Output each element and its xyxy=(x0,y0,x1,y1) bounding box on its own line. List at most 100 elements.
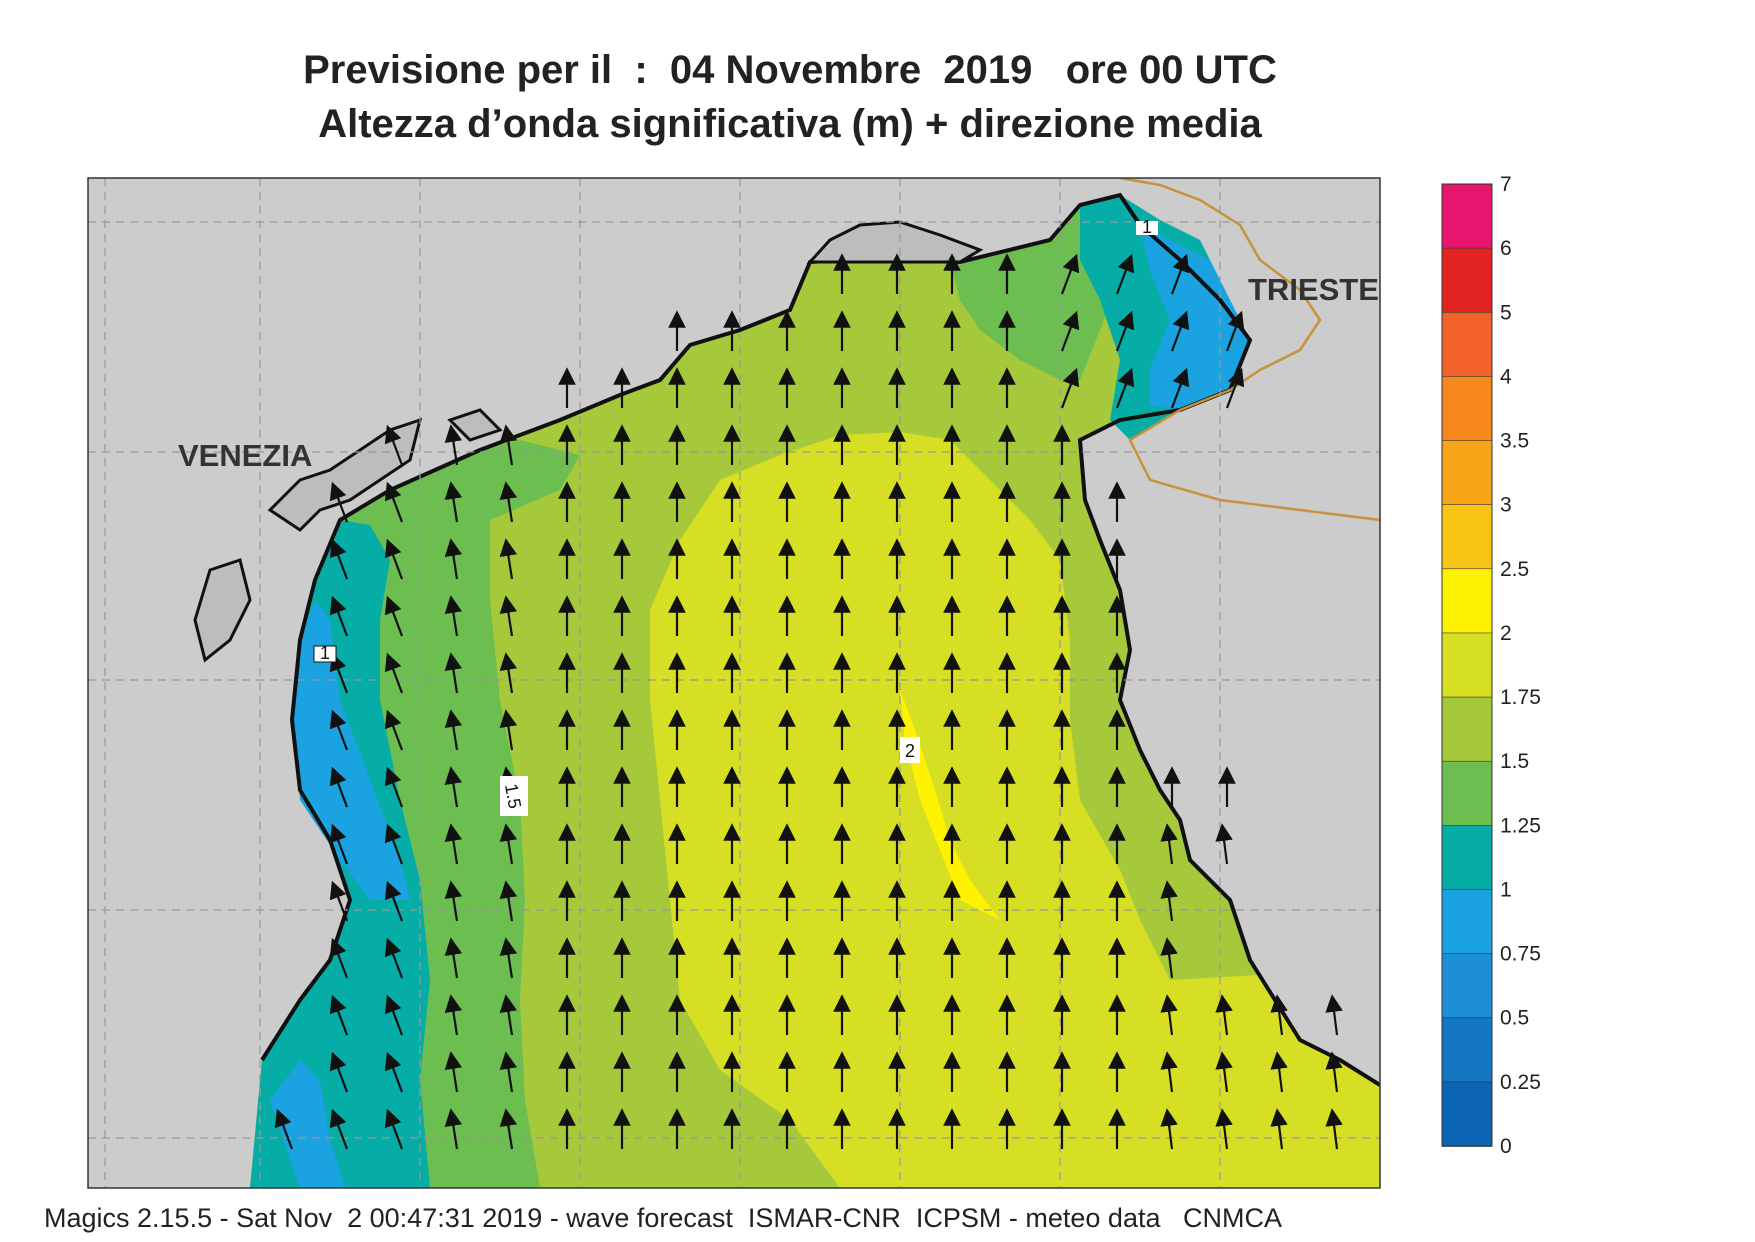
direction-arrow xyxy=(329,709,349,751)
coastline xyxy=(260,192,1380,1087)
colorbar-label: 1 xyxy=(1500,878,1512,901)
direction-arrow xyxy=(1215,1051,1233,1093)
footer-credits: Magics 2.15.5 - Sat Nov 2 00:47:31 2019 … xyxy=(44,1203,1282,1233)
direction-arrow xyxy=(329,880,349,922)
direction-arrow xyxy=(329,652,349,694)
direction-arrow xyxy=(1060,367,1080,409)
direction-arrow xyxy=(499,709,518,751)
contour-label-1-east: 1 xyxy=(1142,217,1152,237)
direction-arrow xyxy=(384,595,404,637)
direction-arrow xyxy=(274,1108,294,1150)
contour-label-2: 2 xyxy=(905,741,915,761)
direction-arrow xyxy=(499,880,518,922)
direction-arrow xyxy=(384,424,404,466)
map-frame xyxy=(87,177,1381,1189)
direction-arrow xyxy=(1215,994,1233,1036)
direction-arrow xyxy=(444,595,463,637)
direction-arrow xyxy=(329,538,349,580)
direction-arrow xyxy=(1160,994,1178,1036)
direction-arrow xyxy=(499,1108,518,1150)
direction-arrow xyxy=(499,481,518,523)
direction-arrow xyxy=(444,652,463,694)
direction-arrow xyxy=(499,538,518,580)
colorbar-label: 1.5 xyxy=(1500,750,1529,773)
colorbar-swatch xyxy=(1441,760,1493,827)
direction-arrow xyxy=(1215,1108,1233,1150)
direction-arrow xyxy=(1215,823,1233,865)
colorbar-swatch xyxy=(1441,247,1493,314)
direction-arrow xyxy=(1160,937,1178,979)
direction-arrow xyxy=(499,937,518,979)
colorbar-swatch xyxy=(1441,440,1493,506)
band-0-75-1 xyxy=(270,600,410,1188)
colorbar-swatch xyxy=(1441,953,1493,1019)
chart-subtitle: Altezza d’onda significativa (m) + direz… xyxy=(318,102,1262,146)
direction-arrow xyxy=(329,595,349,637)
direction-arrow xyxy=(499,595,518,637)
direction-arrow xyxy=(329,823,349,865)
direction-arrow xyxy=(444,766,463,808)
direction-arrow xyxy=(1170,310,1190,352)
direction-arrow xyxy=(444,1108,463,1150)
direction-arrow xyxy=(384,880,404,922)
colorbar-swatch xyxy=(1441,825,1493,891)
direction-arrow xyxy=(384,1051,404,1093)
direction-arrow xyxy=(1060,253,1080,295)
direction-arrow xyxy=(444,424,463,466)
colorbar-label: 5 xyxy=(1500,301,1512,324)
colorbar-swatch xyxy=(1441,632,1493,698)
direction-arrow xyxy=(444,709,463,751)
direction-arrow xyxy=(444,994,463,1036)
colorbar-label: 0.5 xyxy=(1500,1007,1529,1030)
colorbar-label: 2 xyxy=(1500,622,1512,645)
direction-arrow xyxy=(384,709,404,751)
colorbar-label: 3 xyxy=(1500,494,1512,517)
direction-arrow xyxy=(1115,367,1135,409)
direction-arrow xyxy=(329,994,349,1036)
colorbar-swatch xyxy=(1441,1081,1493,1147)
direction-arrow xyxy=(1270,994,1288,1036)
colorbar-label: 7 xyxy=(1500,173,1512,196)
direction-arrow xyxy=(499,823,518,865)
direction-arrow xyxy=(1170,253,1190,295)
map-panel: 1 1.5 2 1 VENEZIA TRIESTE xyxy=(88,178,1380,1188)
direction-arrow xyxy=(444,823,463,865)
colorbar-swatch xyxy=(1441,568,1493,634)
direction-arrow xyxy=(1160,880,1178,922)
contour-labels: 1 1.5 2 1 xyxy=(313,217,1158,816)
city-label-venezia: VENEZIA xyxy=(178,438,312,473)
direction-arrow xyxy=(384,766,404,808)
direction-arrow xyxy=(1325,1051,1343,1093)
band-0-75-1-ne xyxy=(1140,225,1250,410)
direction-arrow xyxy=(1160,1051,1178,1093)
colorbar-label: 1.25 xyxy=(1500,814,1541,837)
direction-arrow xyxy=(384,481,404,523)
direction-arrow xyxy=(1225,310,1245,352)
direction-arrow xyxy=(1060,310,1080,352)
direction-arrow xyxy=(1115,310,1135,352)
direction-arrow xyxy=(1160,823,1178,865)
venice-lagoon-islands xyxy=(193,220,984,663)
direction-arrow xyxy=(329,1051,349,1093)
direction-arrow xyxy=(444,481,463,523)
direction-arrow xyxy=(1170,367,1190,409)
chart-title: Previsione per il : 04 Novembre 2019 ore… xyxy=(303,48,1277,92)
direction-arrow xyxy=(499,652,518,694)
direction-arrow xyxy=(499,1051,518,1093)
direction-arrow xyxy=(329,766,349,808)
direction-arrow xyxy=(1270,1051,1288,1093)
direction-arrow xyxy=(384,652,404,694)
colorbar-label: 6 xyxy=(1500,237,1512,260)
direction-arrow xyxy=(1325,994,1343,1036)
graticule xyxy=(88,178,1380,1188)
direction-arrow xyxy=(329,937,349,979)
colorbar-label: 4 xyxy=(1500,365,1512,388)
direction-arrow xyxy=(444,937,463,979)
city-label-trieste: TRIESTE xyxy=(1248,272,1379,307)
colorbar-label: 0.75 xyxy=(1500,943,1541,966)
direction-arrow xyxy=(384,538,404,580)
colorbar-label: 3.5 xyxy=(1500,430,1529,453)
band-2-2-5 xyxy=(900,690,1000,920)
direction-arrow xyxy=(384,1108,404,1150)
